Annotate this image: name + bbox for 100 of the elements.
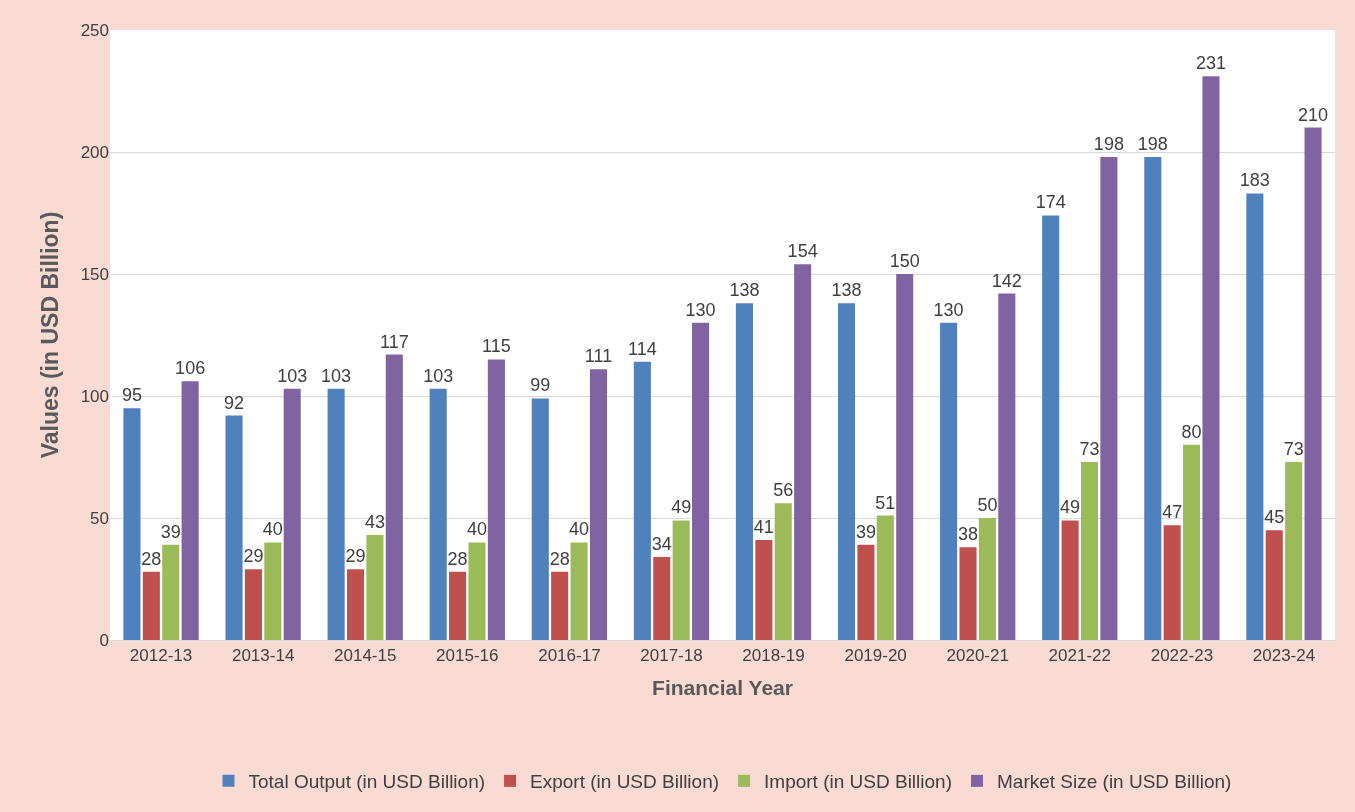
data-label: 29	[243, 546, 264, 567]
bar	[774, 503, 792, 640]
data-label: 40	[262, 519, 283, 540]
bar	[1042, 215, 1060, 640]
bar	[735, 303, 753, 640]
bar	[264, 542, 282, 640]
x-tick-label: 2021-22	[1048, 646, 1111, 666]
x-tick-label: 2022-23	[1150, 646, 1214, 666]
data-label: 47	[1162, 502, 1183, 523]
data-label: 198	[1137, 133, 1168, 154]
bar	[978, 518, 996, 640]
bar	[1304, 127, 1322, 640]
data-label: 73	[1283, 438, 1304, 459]
data-label: 183	[1239, 170, 1270, 191]
data-label: 39	[160, 521, 181, 542]
x-tick-label: 2013-14	[231, 646, 295, 666]
data-label: 49	[1060, 497, 1081, 518]
data-label: 28	[141, 548, 162, 569]
data-label: 51	[875, 492, 896, 513]
data-label: 174	[1035, 192, 1066, 213]
bar	[692, 322, 710, 640]
bar	[570, 542, 588, 640]
x-tick-label: 2016-17	[538, 646, 601, 666]
data-label: 80	[1181, 421, 1202, 442]
bar	[366, 535, 384, 640]
bar	[468, 542, 486, 640]
bar	[327, 388, 345, 640]
data-label: 154	[787, 241, 818, 262]
y-tick-label: 100	[80, 386, 109, 406]
bar	[162, 544, 180, 640]
data-label: 43	[364, 512, 385, 533]
data-label: 130	[685, 299, 716, 320]
legend-label: Import (in USD Billion)	[764, 771, 952, 793]
y-axis-title: Values (in USD Billion)	[37, 211, 64, 459]
data-label: 130	[933, 299, 964, 320]
bar	[896, 274, 914, 640]
bar	[653, 557, 671, 640]
bar	[959, 547, 977, 640]
y-tick-label: 0	[99, 630, 109, 650]
x-tick-label: 2019-20	[844, 646, 907, 666]
bar	[794, 264, 812, 640]
bar	[1061, 520, 1079, 640]
data-label: 115	[482, 336, 511, 357]
data-label: 210	[1298, 104, 1329, 125]
x-tick-label: 2015-16	[436, 646, 499, 666]
legend-label: Market Size (in USD Billion)	[996, 771, 1232, 793]
data-label: 103	[423, 365, 454, 386]
data-label: 117	[379, 331, 409, 352]
bar	[181, 381, 199, 640]
data-label: 38	[957, 524, 979, 545]
data-label: 138	[831, 280, 862, 301]
bar	[998, 293, 1016, 640]
data-label: 56	[773, 480, 794, 501]
data-label: 138	[729, 280, 760, 301]
bar	[755, 539, 773, 640]
data-label: 29	[345, 546, 366, 567]
data-label: 40	[466, 519, 488, 540]
bar	[225, 415, 243, 640]
data-label: 103	[277, 365, 308, 386]
bar	[346, 569, 365, 640]
bar	[429, 388, 447, 640]
bar	[487, 359, 505, 640]
data-label: 28	[549, 548, 570, 569]
x-tick-label: 2018-19	[742, 646, 805, 666]
bar	[385, 354, 403, 640]
bar	[1144, 156, 1162, 640]
bar	[1202, 76, 1220, 640]
bar	[1163, 525, 1181, 640]
data-label: 114	[628, 338, 657, 359]
data-label: 95	[121, 385, 142, 406]
data-label: 34	[651, 534, 672, 555]
bar	[672, 520, 690, 640]
x-tick-label: 2012-13	[129, 646, 193, 666]
bar	[531, 398, 549, 640]
x-axis-title: Financial Year	[652, 675, 793, 699]
data-label: 92	[224, 392, 245, 413]
bar	[244, 569, 262, 640]
data-label: 142	[991, 270, 1022, 291]
y-tick-label: 150	[80, 264, 109, 284]
data-label: 40	[569, 519, 590, 540]
bar	[1246, 193, 1264, 640]
data-label: 39	[855, 521, 876, 542]
data-label: 198	[1093, 133, 1124, 154]
legend-label: Export (in USD Billion)	[530, 771, 720, 793]
bar	[1183, 444, 1201, 640]
data-label: 28	[447, 548, 468, 569]
bar	[589, 369, 607, 640]
bar	[551, 571, 569, 640]
bar	[633, 361, 651, 640]
bar	[142, 571, 160, 640]
x-tick-label: 2014-15	[334, 646, 397, 666]
legend-label: Total Output (in USD Billion)	[248, 771, 486, 793]
bar	[940, 322, 958, 640]
x-tick-label: 2017-18	[640, 646, 703, 666]
x-tick-label: 2023-24	[1252, 646, 1316, 666]
data-label: 231	[1195, 53, 1226, 74]
bar	[1265, 530, 1283, 640]
data-label: 49	[671, 497, 692, 518]
bar	[857, 544, 875, 640]
data-label: 111	[584, 346, 613, 367]
